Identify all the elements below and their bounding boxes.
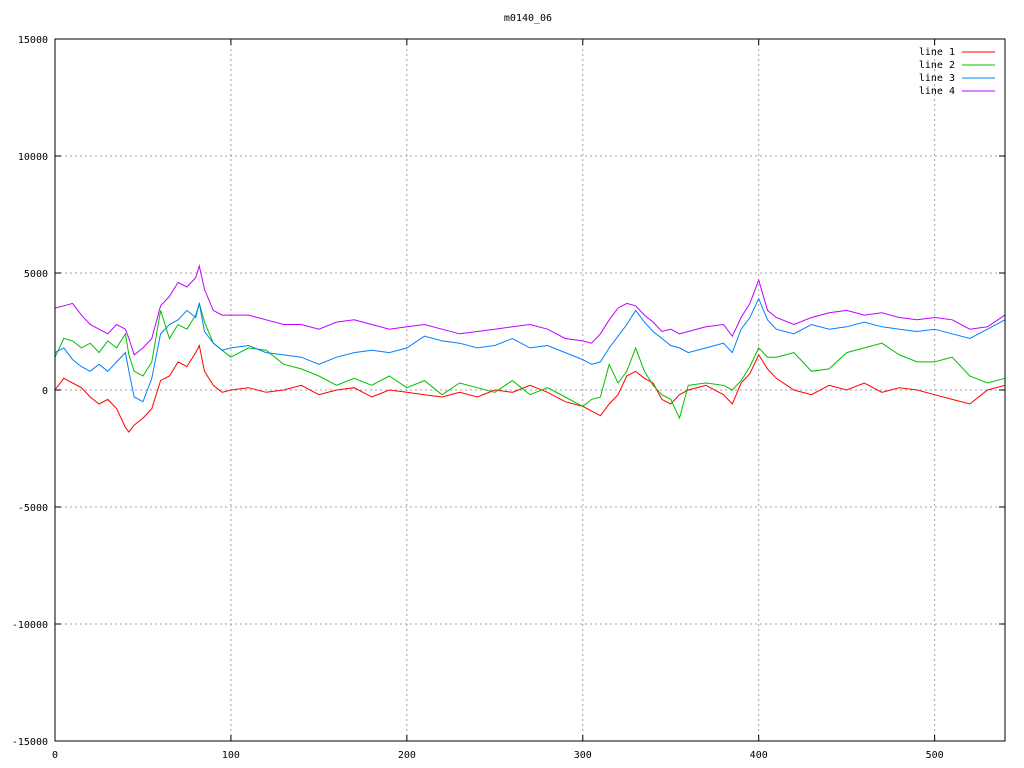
plot-lines	[54, 264, 1006, 433]
legend-label: line 2	[919, 60, 955, 71]
y-tick-label: 5000	[24, 269, 48, 280]
y-tick-label: 0	[42, 386, 48, 397]
y-tick-label: 10000	[18, 152, 48, 163]
legend: line 1 line 2 line 3 line 4	[919, 47, 995, 97]
x-tick-label: 100	[222, 750, 240, 761]
x-tick-label: 400	[750, 750, 768, 761]
grid	[55, 39, 1005, 741]
y-tick-label: -5000	[18, 503, 48, 514]
axes: -15000 -10000 -5000 0 5000 10000 15000 0 100 200 3…	[12, 35, 1005, 761]
series-line-1	[54, 343, 1006, 433]
series-line-3	[54, 297, 1006, 403]
y-tick-label: -10000	[12, 620, 48, 631]
series-line-4	[54, 264, 1006, 356]
y-tick-label: -15000	[12, 737, 48, 748]
legend-label: line 1	[919, 47, 955, 58]
x-tick-label: 200	[398, 750, 416, 761]
y-tick-label: 15000	[18, 35, 48, 46]
legend-label: line 4	[919, 86, 955, 97]
x-tick-label: 500	[926, 750, 944, 761]
chart-title: m0140_06	[504, 13, 552, 24]
x-tick-label: 0	[52, 750, 58, 761]
legend-label: line 3	[919, 73, 955, 84]
x-tick-label: 300	[574, 750, 592, 761]
plot-frame	[54, 38, 1006, 742]
series-line-2	[54, 301, 1006, 420]
